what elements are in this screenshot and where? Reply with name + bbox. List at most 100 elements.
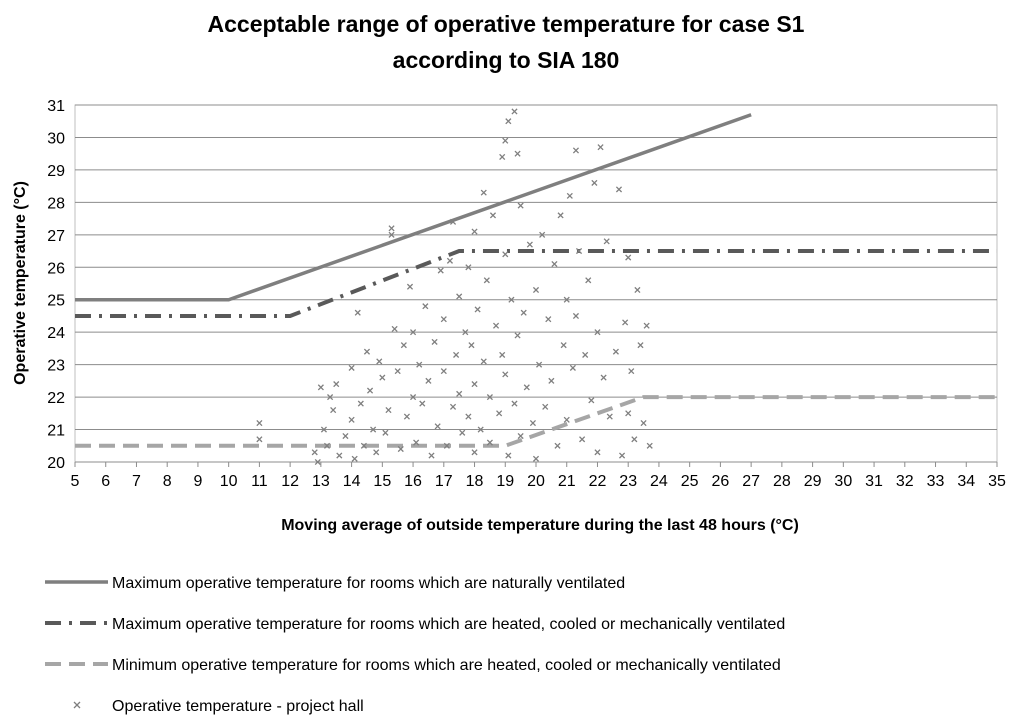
legend-label: Maximum operative temperature for rooms … <box>112 575 625 592</box>
x-tick-label: 19 <box>496 473 514 490</box>
scatter-point <box>400 342 407 349</box>
scatter-point <box>366 387 374 394</box>
x-tick-label: 23 <box>619 473 637 490</box>
scatter-point <box>256 436 263 443</box>
scatter-point <box>579 436 586 443</box>
x-tick-label: 17 <box>435 473 453 490</box>
y-tick-label: 28 <box>47 195 65 212</box>
x-tick-label: 22 <box>589 473 607 490</box>
scatter-point <box>511 108 518 115</box>
scatter-point <box>363 348 371 355</box>
scatter-point <box>569 364 576 371</box>
y-tick-label: 31 <box>47 98 65 115</box>
scatter-point <box>563 296 570 303</box>
x-tick-label: 21 <box>558 473 576 490</box>
scatter-point <box>615 186 623 193</box>
scatter-point <box>486 394 493 401</box>
scatter-point <box>625 410 632 417</box>
scatter-point <box>471 449 478 456</box>
scatter-point <box>376 358 383 365</box>
scatter-point <box>526 241 533 248</box>
scatter-point <box>523 384 530 391</box>
legend-label: Maximum operative temperature for rooms … <box>112 616 785 633</box>
scatter-point <box>508 296 515 303</box>
y-tick-label: 22 <box>47 390 65 407</box>
scatter-point <box>465 413 472 420</box>
scatter-point <box>496 410 503 417</box>
scatter-point <box>514 332 521 339</box>
scatter-point <box>419 400 426 407</box>
x-tick-label: 8 <box>163 473 172 490</box>
x-tick-label: 13 <box>312 473 330 490</box>
scatter-point <box>634 286 641 294</box>
scatter-point <box>410 329 417 336</box>
scatter-point <box>517 202 524 209</box>
x-tick-label: 20 <box>527 473 545 490</box>
scatter-point <box>591 179 598 186</box>
scatter-point <box>628 368 635 375</box>
scatter-point <box>425 377 432 384</box>
x-tick-label: 15 <box>373 473 391 490</box>
scatter-point <box>431 338 438 345</box>
x-tick-label: 24 <box>650 473 668 490</box>
scatter-point <box>563 416 570 423</box>
scatter-point <box>314 458 321 466</box>
scatter-point <box>566 192 573 199</box>
legend-label: Operative temperature - project hall <box>112 698 364 715</box>
scatter-point <box>456 293 463 300</box>
scatter-point <box>505 118 512 125</box>
scatter-point <box>480 189 487 196</box>
scatter-point <box>336 452 343 459</box>
x-tick-label: 6 <box>101 473 110 490</box>
legend-marker <box>73 701 81 709</box>
scatter-point <box>492 322 500 329</box>
y-tick-label: 20 <box>47 455 65 472</box>
scatter-point <box>351 455 358 462</box>
scatter-point <box>459 429 466 436</box>
scatter-point <box>597 144 604 151</box>
x-tick-label: 14 <box>343 473 361 490</box>
scatter-point <box>606 413 613 420</box>
y-tick-label: 23 <box>47 358 65 375</box>
scatter-point <box>413 439 420 446</box>
scatter-point <box>572 147 580 154</box>
scatter-point <box>330 407 337 414</box>
scatter-point <box>603 238 610 245</box>
scatter-point <box>499 351 506 358</box>
x-tick-label: 34 <box>957 473 975 490</box>
scatter-point <box>446 257 454 264</box>
scatter-point <box>600 374 607 381</box>
scatter-point <box>532 455 540 462</box>
scatter-point <box>388 225 395 232</box>
scatter-point <box>456 390 463 397</box>
scatter-point <box>317 384 324 391</box>
plot-area <box>74 104 998 463</box>
x-tick-label: 28 <box>773 473 791 490</box>
series-line <box>75 113 752 302</box>
chart-title: Acceptable range of operative temperatur… <box>208 11 805 37</box>
scatter-point <box>357 400 364 407</box>
scatter-point <box>572 312 580 320</box>
scatter-point <box>453 351 460 358</box>
scatter-point <box>462 329 469 336</box>
scatter-point <box>529 419 536 427</box>
scatter-point <box>422 303 429 310</box>
scatter-point <box>437 267 444 274</box>
scatter-point <box>440 368 447 375</box>
scatter-point <box>471 381 478 388</box>
series-line <box>75 249 997 318</box>
scatter-point <box>440 316 447 323</box>
x-tick-label: 7 <box>132 473 141 490</box>
x-tick-label: 33 <box>927 473 945 490</box>
y-tick-label: 27 <box>47 228 65 245</box>
scatter-point <box>477 426 484 433</box>
scatter-point <box>333 381 340 388</box>
scatter-point <box>348 364 355 371</box>
scatter-point <box>643 322 650 329</box>
scatter-point <box>434 423 441 430</box>
x-tick-label: 18 <box>466 473 484 490</box>
scatter-point <box>499 153 506 160</box>
scatter-point <box>474 306 481 313</box>
scatter-point <box>594 449 601 456</box>
